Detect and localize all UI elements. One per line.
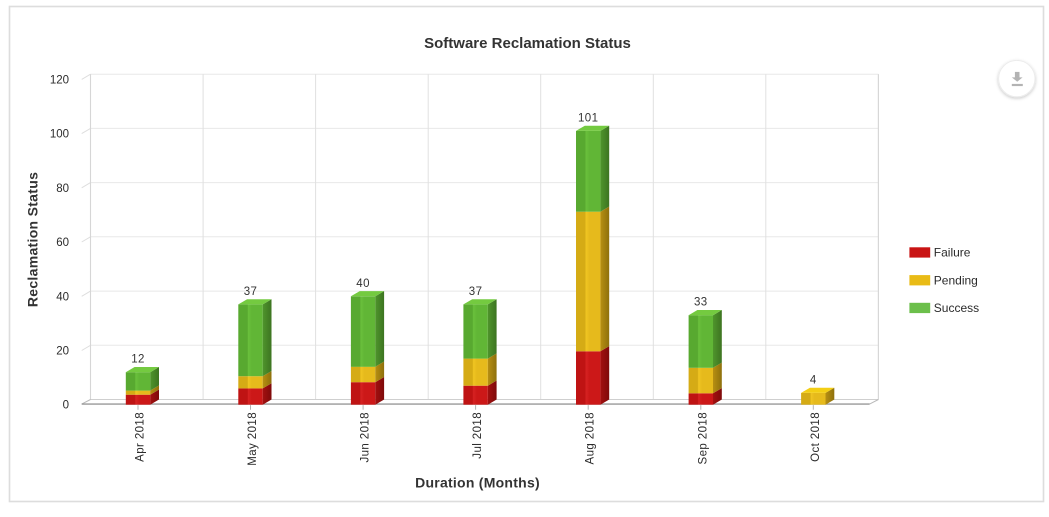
svg-text:101: 101 bbox=[578, 112, 598, 124]
svg-text:Pending: Pending bbox=[934, 273, 978, 287]
svg-text:0: 0 bbox=[63, 400, 69, 412]
svg-text:Software Reclamation Status: Software Reclamation Status bbox=[424, 35, 631, 52]
svg-text:Jun 2018: Jun 2018 bbox=[360, 412, 372, 463]
svg-text:80: 80 bbox=[56, 183, 69, 195]
svg-text:37: 37 bbox=[244, 286, 258, 298]
svg-text:Reclamation Status: Reclamation Status bbox=[25, 172, 41, 307]
svg-text:120: 120 bbox=[50, 74, 69, 86]
svg-text:4: 4 bbox=[810, 374, 817, 386]
svg-text:Apr 2018: Apr 2018 bbox=[135, 412, 147, 462]
svg-text:100: 100 bbox=[50, 129, 69, 141]
svg-text:12: 12 bbox=[131, 354, 145, 366]
svg-text:60: 60 bbox=[56, 237, 69, 249]
svg-text:Jul 2018: Jul 2018 bbox=[472, 412, 484, 459]
svg-text:40: 40 bbox=[356, 278, 370, 290]
svg-text:40: 40 bbox=[56, 291, 69, 303]
svg-text:Duration (Months): Duration (Months) bbox=[415, 475, 540, 491]
svg-text:Sep 2018: Sep 2018 bbox=[697, 412, 709, 464]
svg-text:Aug 2018: Aug 2018 bbox=[585, 412, 597, 464]
svg-text:33: 33 bbox=[694, 297, 708, 309]
svg-text:Failure: Failure bbox=[934, 246, 971, 260]
svg-text:Oct 2018: Oct 2018 bbox=[810, 412, 822, 462]
svg-text:20: 20 bbox=[56, 346, 69, 358]
svg-text:May 2018: May 2018 bbox=[247, 412, 259, 466]
svg-text:37: 37 bbox=[469, 286, 483, 298]
svg-text:Success: Success bbox=[934, 301, 979, 315]
